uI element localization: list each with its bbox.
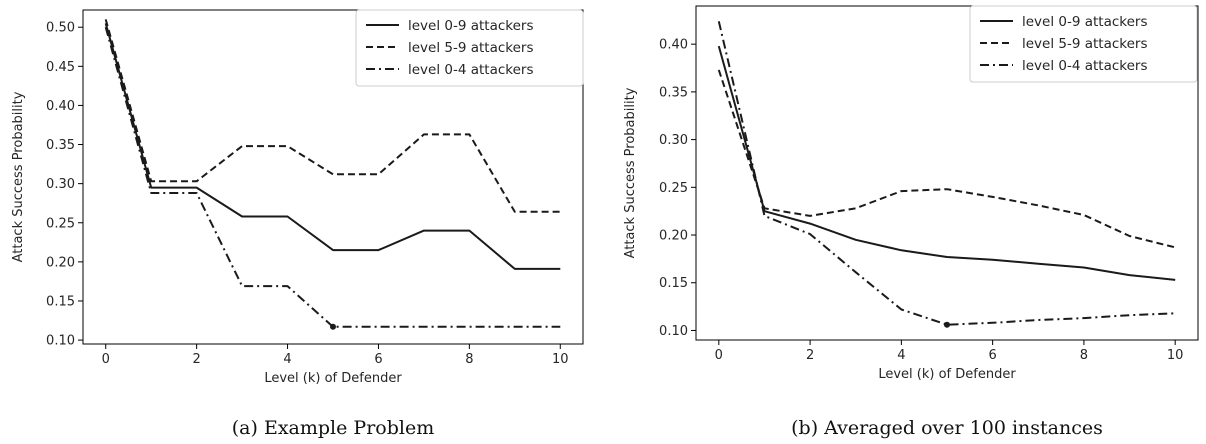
y-tick-label: 0.25 <box>659 181 688 196</box>
x-tick-label: 6 <box>988 348 996 363</box>
y-tick-label: 0.30 <box>46 177 75 192</box>
y-tick-label: 0.10 <box>46 334 75 349</box>
y-tick-label: 0.50 <box>46 21 75 36</box>
y-axis-label: Attack Success Probability <box>623 87 638 258</box>
y-tick-label: 0.40 <box>46 99 75 114</box>
minimum-marker <box>944 321 950 328</box>
legend-label: level 0-9 attackers <box>1022 14 1148 30</box>
legend-label: level 0-4 attackers <box>1022 58 1148 74</box>
x-tick-label: 6 <box>374 352 382 367</box>
y-tick-label: 0.15 <box>46 294 75 309</box>
y-tick-label: 0.25 <box>46 216 75 231</box>
x-tick-label: 8 <box>465 352 473 367</box>
figure-caption: (a) Example Problem <box>232 417 434 439</box>
y-tick-label: 0.30 <box>659 133 688 148</box>
minimum-marker <box>330 323 336 330</box>
x-axis-label: Level (k) of Defender <box>264 371 402 386</box>
y-axis-label: Attack Success Probability <box>11 91 26 262</box>
x-tick-label: 0 <box>102 352 110 367</box>
chart-panel-a: 0 2 4 6 8 10 0.10 0.15 0.20 0.25 0.30 0.35 0.40 0.45 0… <box>11 9 584 439</box>
series-line-2 <box>104 26 561 328</box>
legend-box <box>969 5 1198 83</box>
y-tick-label: 0.20 <box>46 255 75 270</box>
legend-label: level 5-9 attackers <box>1022 36 1148 52</box>
series-line-0 <box>104 23 561 270</box>
legend-label: level 0-9 attackers <box>408 18 534 34</box>
x-tick-label: 8 <box>1080 348 1088 363</box>
legend-label: level 5-9 attackers <box>408 40 534 56</box>
legend-box <box>355 9 584 87</box>
y-tick-label: 0.15 <box>659 276 688 291</box>
x-tick-label: 4 <box>283 352 291 367</box>
x-tick-label: 0 <box>715 348 723 363</box>
y-tick-label: 0.10 <box>659 324 688 339</box>
x-tick-label: 2 <box>192 352 200 367</box>
plot-frame <box>82 9 584 345</box>
x-tick-label: 4 <box>897 348 905 363</box>
y-tick-label: 0.35 <box>46 138 75 153</box>
series-line-1 <box>104 19 561 213</box>
x-axis-label: Level (k) of Defender <box>878 367 1016 382</box>
legend-label: level 0-4 attackers <box>408 62 534 78</box>
y-tick-label: 0.20 <box>659 229 688 244</box>
y-tick-label: 0.45 <box>46 60 75 75</box>
plot-frame <box>695 5 1199 341</box>
x-tick-label: 10 <box>1167 348 1184 363</box>
x-tick-label: 2 <box>806 348 814 363</box>
series-line-2 <box>717 21 1176 326</box>
series-line-0 <box>717 45 1176 281</box>
x-tick-label: 10 <box>552 352 569 367</box>
series-line-1 <box>717 69 1176 249</box>
y-tick-label: 0.40 <box>659 38 688 53</box>
figure-caption: (b) Averaged over 100 instances <box>791 417 1103 439</box>
chart-panel-b: 0 2 4 6 8 10 0.10 0.15 0.20 0.25 0.30 0.35 0.40 Level… <box>623 5 1199 439</box>
y-tick-label: 0.35 <box>659 85 688 100</box>
